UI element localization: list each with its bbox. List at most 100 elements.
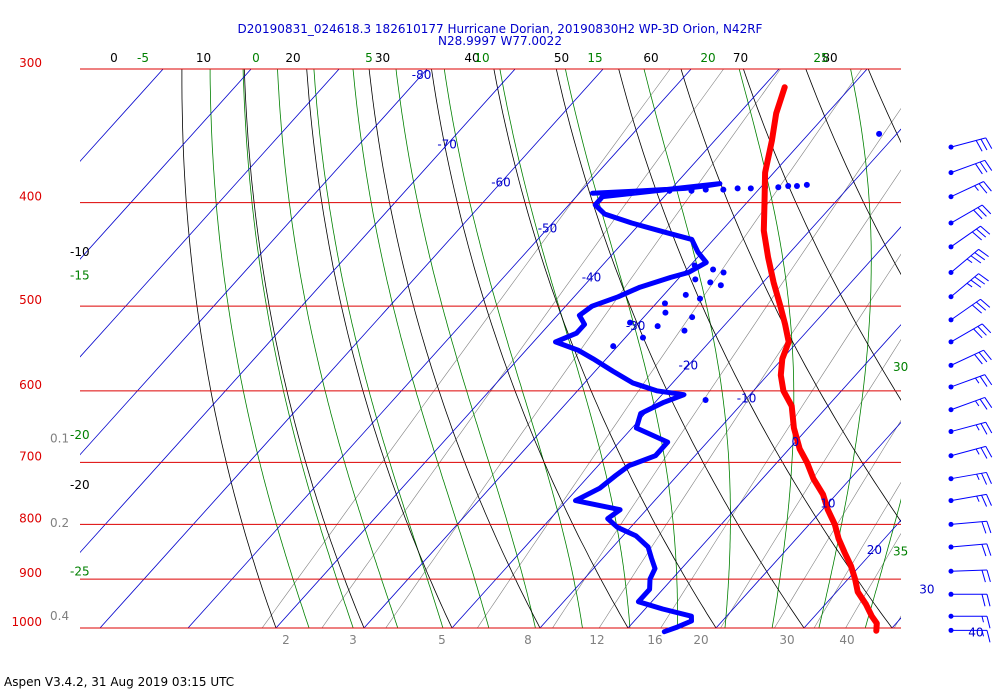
dewpoint-point: [707, 279, 714, 286]
wind-barb-flag: [985, 421, 993, 434]
dewpoint-point: [702, 397, 709, 404]
wind-barb-flag: [973, 209, 983, 220]
moist-adiabat-line: [896, 0, 1000, 672]
wind-barb: [948, 493, 992, 507]
wind-barb: [948, 568, 991, 583]
wind-barb-flag: [984, 160, 993, 171]
dewpoint-point: [876, 130, 883, 137]
dewpoint-point: [734, 185, 741, 192]
wind-barb: [948, 137, 993, 152]
wind-barb-half-flag: [981, 616, 984, 623]
isotherm-line: [99, 69, 604, 628]
wind-barb-flag: [981, 570, 986, 583]
wind-barb-flag: [984, 374, 993, 386]
dewpoint-point: [691, 262, 698, 269]
wind-barb-flag: [980, 423, 988, 435]
wind-barb-half-flag: [981, 630, 984, 637]
moist-adiabat-line: [395, 69, 536, 628]
wind-barb-flag: [977, 326, 987, 336]
dry-adiabat-line: [493, 69, 717, 628]
dry-adiabat-label: 60: [643, 51, 658, 65]
wind-barb: [948, 613, 991, 629]
dewpoint-point: [702, 186, 709, 193]
isotherm-line: [80, 69, 340, 358]
wind-barb-staff: [950, 298, 981, 321]
mixing-ratio-line: [813, 481, 901, 628]
wind-barb: [948, 273, 989, 300]
moist-adiabat-line: [643, 69, 731, 628]
wind-barb: [948, 374, 993, 390]
mixing-ratio-label: 0.1: [50, 432, 69, 446]
wind-barb-flag: [970, 255, 982, 264]
isotherm-line: [80, 69, 428, 456]
wind-barb-half-flag: [975, 424, 980, 431]
wind-barb-flag: [985, 494, 992, 506]
dewpoint-point: [681, 327, 688, 334]
moist-adiabat-label: 0: [252, 51, 260, 65]
mixing-ratio-line: [774, 419, 901, 628]
wind-barb-flag: [978, 248, 989, 258]
dewpoint-point: [610, 343, 617, 350]
wind-barb-flag: [971, 231, 982, 241]
dewpoint-point: [785, 183, 792, 190]
dewpoint-point: [803, 181, 810, 188]
wind-barb: [948, 298, 991, 323]
pressure-label: 1000: [11, 615, 42, 629]
mixing-ratio-label: 12: [589, 633, 604, 647]
mixing-ratio-label: 20: [693, 633, 708, 647]
wind-barb-staff: [950, 374, 985, 388]
wind-barb-flag: [983, 181, 992, 192]
wind-barb-flag: [973, 328, 983, 339]
isotherm-label: 40: [968, 626, 983, 640]
wind-barb-flag: [978, 351, 988, 363]
wind-barb-flag: [986, 543, 992, 556]
moist-adiabat-line: [277, 69, 399, 628]
isotherm-line: [80, 69, 164, 162]
wind-barb-half-flag: [974, 185, 979, 191]
pressure-label: 900: [19, 566, 42, 580]
dry-adiabat-line: [888, 0, 1000, 672]
dry-adiabat-label: -20: [70, 478, 90, 492]
dry-adiabat-line: [431, 69, 629, 628]
dry-adiabat-label: 30: [375, 51, 390, 65]
chart-title-line2: N28.9997 W77.0022: [438, 34, 562, 48]
mixing-ratio-line: [720, 338, 901, 628]
wind-barb-staff: [950, 396, 985, 411]
wind-barb-staff: [950, 471, 987, 480]
pressure-label: 400: [19, 190, 42, 204]
wind-barb: [948, 323, 992, 345]
isotherm-line: [80, 69, 252, 260]
wind-barb-flag: [981, 473, 988, 485]
dry-adiabat-line: [181, 69, 277, 628]
wind-barb-flag: [974, 354, 983, 365]
wind-barb-staff: [950, 569, 987, 572]
dewpoint-line: [553, 181, 723, 635]
moist-adiabat-label: -25: [70, 564, 90, 578]
dewpoint-point: [682, 291, 689, 298]
moist-adiabat-line: [499, 69, 631, 628]
wind-barb-flag: [985, 137, 993, 149]
wind-barb-staff: [950, 493, 987, 502]
dewpoint-point: [747, 185, 754, 192]
moist-adiabat-label: 10: [474, 51, 489, 65]
wind-barb-flag: [978, 183, 988, 194]
pressure-label: 600: [19, 378, 42, 392]
wind-barb: [948, 520, 992, 534]
mixing-ratio-label: 3: [349, 633, 357, 647]
moist-adiabat-label: 30: [893, 360, 908, 374]
dewpoint-point: [793, 183, 800, 190]
dewpoint-point: [775, 184, 782, 191]
wind-barb: [948, 225, 991, 250]
dry-adiabat-line: [368, 69, 541, 628]
dry-adiabat-label: 20: [285, 51, 300, 65]
wind-barb-staff: [950, 225, 981, 248]
wind-barb-flag: [975, 140, 983, 152]
mixing-ratio-label: 5: [438, 633, 446, 647]
moist-adiabat-label: 15: [587, 51, 602, 65]
wind-barb-flag: [981, 494, 988, 507]
dewpoint-trace: [553, 130, 883, 635]
wind-barb-flag: [970, 279, 982, 288]
mixing-ratio-line: [321, 69, 724, 628]
wind-barb-flag: [983, 349, 992, 361]
moist-adiabat-label: 5: [365, 51, 373, 65]
